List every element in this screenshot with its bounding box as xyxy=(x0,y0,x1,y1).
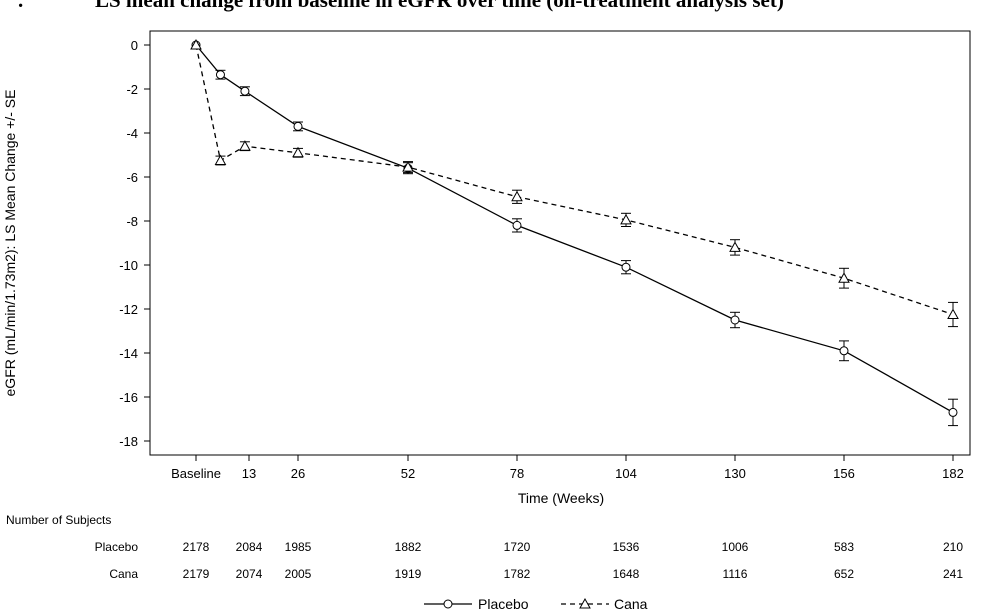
subjects-count: 1648 xyxy=(613,567,640,581)
x-tick-label: 182 xyxy=(942,466,964,481)
subjects-count: 652 xyxy=(834,567,854,581)
series-line-placebo xyxy=(195,44,954,413)
y-tick-label: 0 xyxy=(131,38,138,53)
plot-frame xyxy=(149,30,971,456)
data-point-cana xyxy=(511,190,523,202)
subjects-table: Number of Subjects Placebo 2178 2084 1985 18… xyxy=(6,513,963,581)
subjects-count: 1536 xyxy=(613,540,640,554)
y-tick-label: -18 xyxy=(119,434,138,449)
data-point-cana xyxy=(402,161,414,172)
y-tick-label: -6 xyxy=(126,170,138,185)
data-point-placebo xyxy=(215,70,225,80)
data-point-placebo xyxy=(240,86,250,96)
x-tick-label: 130 xyxy=(724,466,746,481)
series-placebo xyxy=(191,40,958,427)
data-point-placebo xyxy=(621,262,631,272)
subjects-count: 1919 xyxy=(395,567,422,581)
data-point-cana xyxy=(214,154,227,165)
title-text: LS mean change from baseline in eGFR ove… xyxy=(95,0,784,12)
subjects-count: 2074 xyxy=(236,567,263,581)
subjects-count: 2005 xyxy=(285,567,312,581)
data-point-placebo xyxy=(839,346,849,356)
x-axis-label: Time (Weeks) xyxy=(518,490,604,506)
data-point-cana xyxy=(620,213,632,225)
y-tick-label: -10 xyxy=(119,258,138,273)
data-point-placebo xyxy=(293,121,303,131)
subjects-count: 2178 xyxy=(183,540,210,554)
legend-item-cana: Cana xyxy=(561,596,648,612)
subjects-count: 210 xyxy=(943,540,963,554)
series-layer xyxy=(190,38,959,427)
y-tick-label: -16 xyxy=(119,390,138,405)
subjects-count: 1882 xyxy=(395,540,422,554)
x-tick-label: 156 xyxy=(833,466,855,481)
x-tick-label: 104 xyxy=(615,466,637,481)
subjects-count: 2179 xyxy=(183,567,210,581)
series-line-cana xyxy=(195,44,954,316)
subjects-count: 1720 xyxy=(504,540,531,554)
data-point-cana xyxy=(190,38,202,50)
data-point-placebo xyxy=(730,315,740,325)
data-point-placebo xyxy=(948,407,958,417)
legend-marker-cana xyxy=(579,597,591,609)
series-cana xyxy=(190,38,959,328)
legend-label-placebo: Placebo xyxy=(478,596,529,612)
y-tick-label: -12 xyxy=(119,302,138,317)
data-point-placebo xyxy=(512,220,522,230)
subjects-count: 241 xyxy=(943,567,963,581)
title-number: . xyxy=(18,0,24,12)
legend-marker-placebo xyxy=(443,599,453,609)
subjects-row-label: Cana xyxy=(109,567,138,581)
subjects-count: 1985 xyxy=(285,540,312,554)
subjects-table-header: Number of Subjects xyxy=(6,513,111,527)
y-axis-label: eGFR (mL/min/1.73m2): LS Mean Change +/-… xyxy=(2,90,18,397)
data-point-cana xyxy=(947,308,959,319)
subjects-row-label: Placebo xyxy=(95,540,139,554)
x-tick-label: 78 xyxy=(510,466,524,481)
data-point-cana xyxy=(838,272,850,283)
data-point-cana xyxy=(239,140,251,151)
x-tick-label: Baseline xyxy=(171,466,221,481)
chart-title: . LS mean change from baseline in eGFR o… xyxy=(0,0,984,18)
x-tick-label: 52 xyxy=(401,466,415,481)
subjects-count: 1782 xyxy=(504,567,531,581)
subjects-count: 1116 xyxy=(723,567,748,581)
y-tick-label: -8 xyxy=(126,214,138,229)
y-tick-label: -2 xyxy=(126,82,138,97)
data-point-cana xyxy=(292,146,304,158)
x-tick-label: 13 xyxy=(242,466,256,481)
x-axis: Baseline 13 26 52 78 104 130 156 182 xyxy=(171,455,964,481)
y-tick-label: -14 xyxy=(119,346,138,361)
y-tick-label: -4 xyxy=(126,126,138,141)
x-tick-label: 26 xyxy=(291,466,305,481)
legend: Placebo Cana xyxy=(424,596,648,612)
subjects-count: 2084 xyxy=(236,540,263,554)
subjects-count: 583 xyxy=(834,540,854,554)
data-point-cana xyxy=(729,241,741,252)
legend-label-cana: Cana xyxy=(614,596,648,612)
y-axis: 0 -2 -4 -6 -8 -10 -12 -14 -16 -18 xyxy=(119,38,150,449)
subjects-count: 1006 xyxy=(722,540,749,554)
legend-item-placebo: Placebo xyxy=(424,596,529,612)
